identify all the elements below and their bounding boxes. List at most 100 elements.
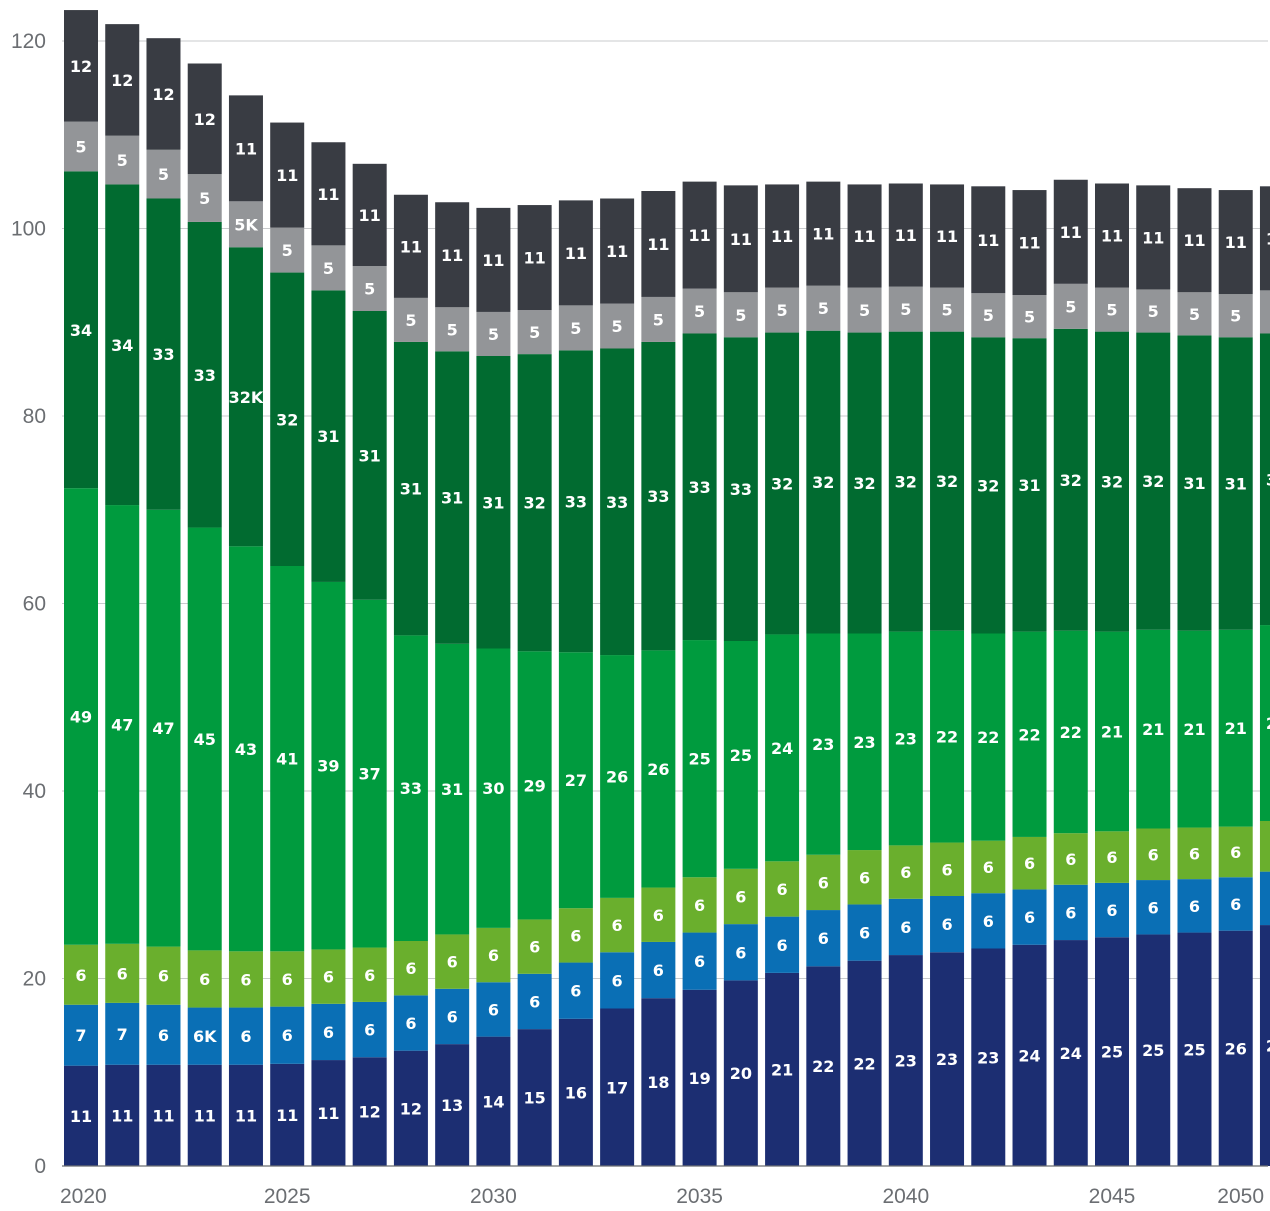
- bar-stack: 24 6 6 22 32 5 11: [1053, 179, 1088, 1166]
- bar-segment: [476, 648, 511, 928]
- bar-segment-label: 32: [1060, 471, 1082, 490]
- bar-segment: [393, 194, 428, 298]
- bar-segment-label: 33: [152, 345, 174, 364]
- bar-segment-label: 29: [524, 776, 546, 795]
- bar-segment-label: 11: [235, 1106, 257, 1125]
- bar-segment-label: 6: [364, 966, 375, 985]
- bar-segment-label: 11: [1183, 231, 1205, 250]
- bar-segment: [847, 904, 882, 961]
- bar-segment-label: 11: [606, 242, 628, 261]
- bar-segment: [64, 488, 98, 945]
- bar-segment-label: 6: [653, 906, 664, 925]
- bar-segment: [1259, 186, 1270, 291]
- bar-segment: [187, 1064, 222, 1166]
- bar-stack: 14 6 6 30 31 5 11: [476, 207, 511, 1166]
- bar-segment-label: 11: [647, 235, 669, 254]
- bar-segment: [311, 245, 346, 291]
- bar-segment-label: 32: [936, 472, 958, 491]
- bar-segment-label: 30: [482, 779, 504, 798]
- bar-segment-label: 22: [1060, 723, 1082, 742]
- bar-segment: [270, 1006, 305, 1064]
- bar-segment-label: 32: [812, 473, 834, 492]
- bar-segment: [1012, 295, 1047, 339]
- bar-segment-label: 31: [400, 480, 422, 499]
- bar-segment: [270, 951, 305, 1007]
- bar-segment-label: 6: [488, 1000, 499, 1019]
- bar-segment-label: 21: [1183, 720, 1205, 739]
- bar-segment-label: 41: [276, 750, 298, 769]
- x-tick-label: 2045: [1089, 1185, 1136, 1208]
- bar-segment: [1218, 190, 1253, 295]
- bar-segment-label: 5: [1148, 302, 1159, 321]
- bar-segment-label: 25: [1101, 1043, 1123, 1062]
- bar-segment: [600, 655, 635, 898]
- bar-segment-label: 31: [1266, 470, 1270, 489]
- y-tick-label: 40: [23, 780, 46, 803]
- bar-segment: [682, 333, 717, 641]
- bar-segment: [1259, 625, 1270, 821]
- bar-segment-label: 11: [441, 246, 463, 265]
- x-tick-label: 2025: [264, 1185, 311, 1208]
- bar-segment-label: 5: [570, 319, 581, 338]
- bar-segment-label: 6: [941, 860, 952, 879]
- bar-segment: [105, 1064, 140, 1166]
- bar-segment-label: 23: [812, 735, 834, 754]
- bar-segment-label: 11: [853, 227, 875, 246]
- bar-segment-label: 6: [405, 1014, 416, 1033]
- bar-segment: [930, 287, 965, 332]
- bar-segment: [641, 998, 676, 1166]
- bar-segment-label: 11: [482, 251, 504, 270]
- bar-segment-label: 31: [1183, 474, 1205, 493]
- bar-segment-label: 22: [1018, 725, 1040, 744]
- bar-segment-label: 31: [482, 493, 504, 512]
- bar-segment: [641, 650, 676, 888]
- bar-segment-label: 5: [199, 189, 210, 208]
- bar-segment: [476, 311, 511, 356]
- bar-segment-label: 33: [688, 478, 710, 497]
- bar-segment-label: 47: [152, 719, 174, 738]
- bar-segment-label: 6: [447, 953, 458, 972]
- bar-segment-label: 11: [317, 1104, 339, 1123]
- bar-segment: [847, 332, 882, 634]
- bar-segment-label: 32: [524, 494, 546, 513]
- bar-segment-label: 7: [75, 1026, 86, 1045]
- bar-segment-label: 6: [859, 924, 870, 943]
- bar-segment: [1177, 879, 1212, 933]
- bar-stack: 17 6 6 26 33 5 11: [600, 198, 635, 1166]
- bar-segment-label: 25: [1142, 1041, 1164, 1060]
- bar-segment: [476, 1036, 511, 1166]
- bar-segment: [352, 1057, 387, 1166]
- bar-stack: 21 6 6 24 32 5 11: [765, 184, 800, 1166]
- bar-segment: [352, 266, 387, 311]
- bar-segment-label: 11: [1060, 223, 1082, 242]
- bar-stack: 24 6 6 22 31 5 11: [1012, 190, 1047, 1166]
- bar-segment: [723, 868, 758, 925]
- bar-segment-label: 23: [895, 1052, 917, 1071]
- bar-segment: [64, 1065, 98, 1166]
- bar-segment-label: 24: [771, 739, 793, 758]
- bar-segment: [1177, 630, 1212, 828]
- bar-segment-label: 26: [647, 760, 669, 779]
- bar-segment: [352, 599, 387, 948]
- bar-segment: [64, 171, 98, 489]
- bar-segment: [311, 949, 346, 1004]
- bar-segment-label: 11: [771, 227, 793, 246]
- bar-segment: [723, 185, 758, 293]
- bar-segment: [146, 149, 181, 199]
- bar-segment: [1259, 821, 1270, 872]
- bar-segment: [393, 297, 428, 342]
- bar-stack: 11 6 6 43 32K 5K 11: [229, 95, 264, 1166]
- bar-segment: [641, 941, 676, 999]
- bar-segment: [1053, 884, 1088, 941]
- y-tick-label: 20: [23, 968, 46, 991]
- bar-segment: [1136, 934, 1171, 1166]
- bar-segment: [1053, 328, 1088, 631]
- bar-segment-label: 5: [653, 310, 664, 329]
- bar-segment: [1012, 889, 1047, 945]
- bar-segment: [64, 10, 98, 122]
- bar-segment-label: 32: [977, 476, 999, 495]
- bar-stack: 25 6 6 21 32 5 11: [1095, 183, 1129, 1166]
- bar-segment: [270, 122, 305, 228]
- bar-segment: [1177, 932, 1212, 1166]
- bar-segment: [352, 947, 387, 1002]
